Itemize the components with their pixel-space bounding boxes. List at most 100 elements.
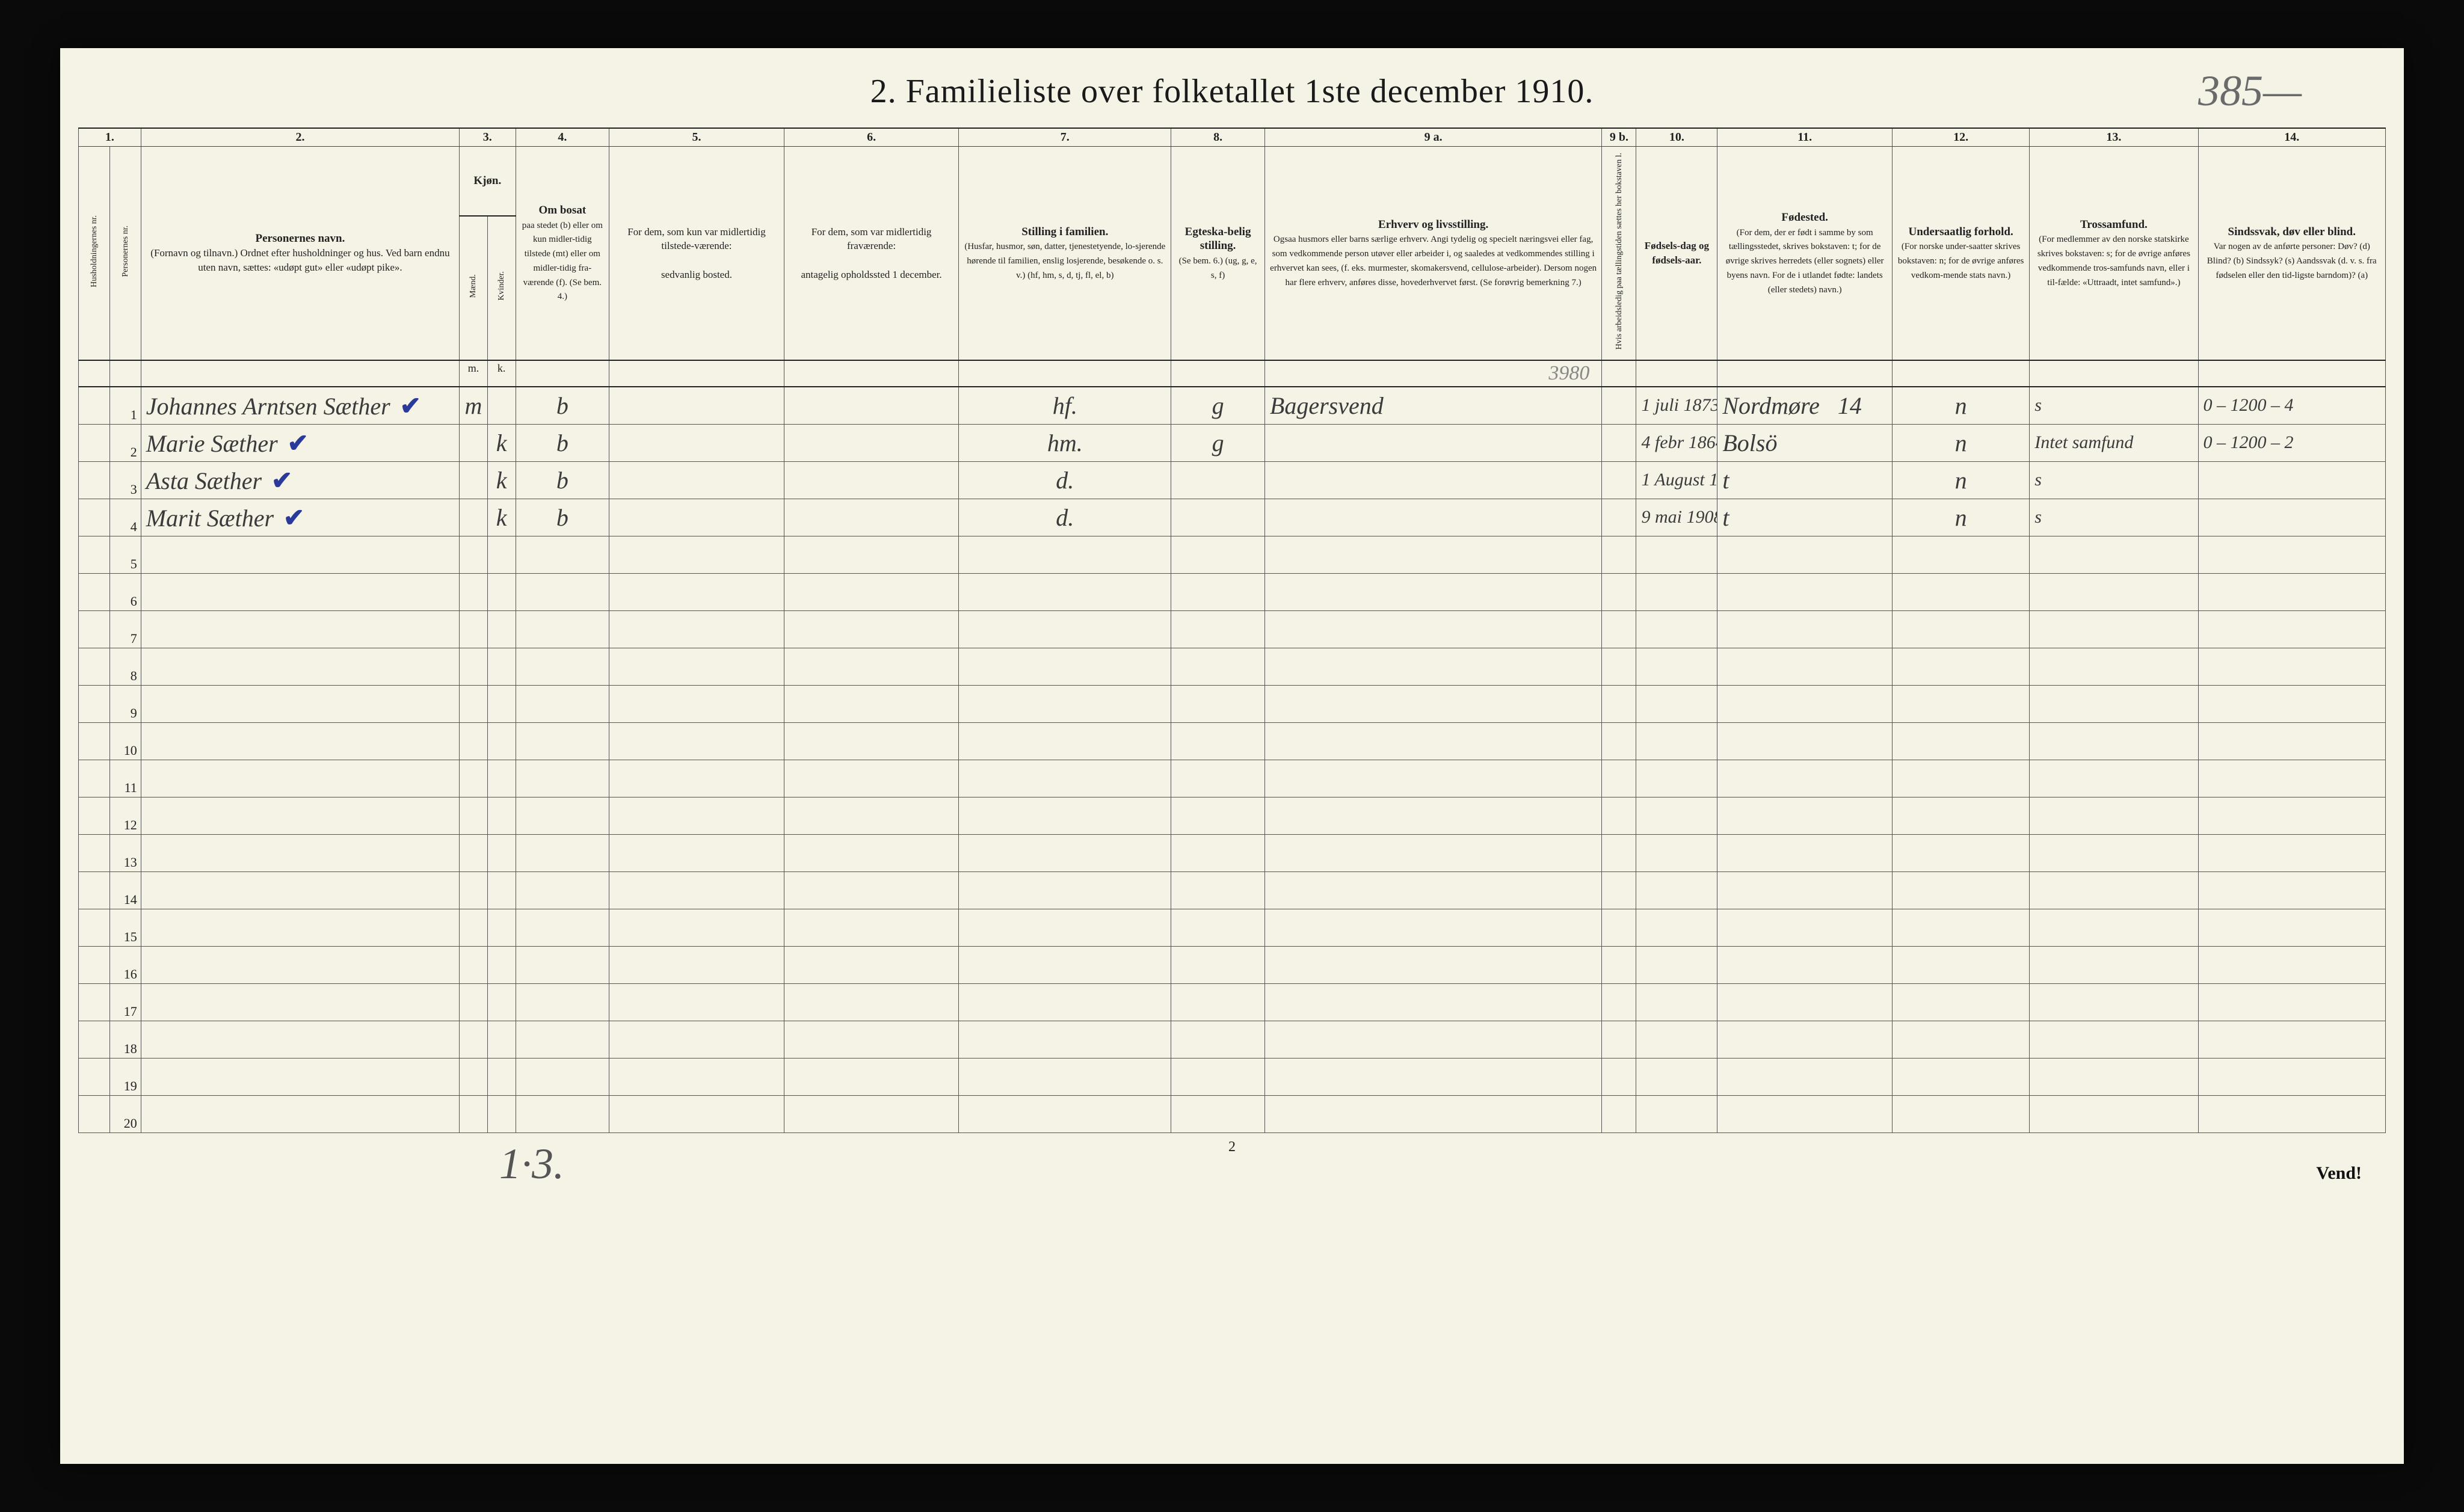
cell-sex-m: [460, 983, 488, 1021]
colnum: 14.: [2198, 128, 2386, 147]
cell-trossamfund: [2030, 685, 2198, 722]
table-row: 18: [79, 1021, 2386, 1058]
cell-9b: [1602, 461, 1636, 499]
cell-undersaat: [1892, 610, 2029, 648]
cell-person-nr: 3: [109, 461, 141, 499]
blank: [79, 360, 110, 387]
cell-egteskab: [1171, 722, 1265, 760]
cell-sindssvak: [2198, 760, 2386, 797]
cell-sex-m: [460, 573, 488, 610]
cell-c5: [609, 387, 784, 424]
cell-sindssvak: [2198, 722, 2386, 760]
cell-9b: [1602, 983, 1636, 1021]
cell-fodested: [1717, 722, 1893, 760]
cell-fodsel: [1636, 946, 1717, 983]
cell-hush-nr: [79, 424, 110, 461]
cell-undersaat: [1892, 983, 2029, 1021]
cell-bosat: [516, 573, 609, 610]
cell-sex-k: k: [487, 499, 516, 536]
cell-c5: [609, 461, 784, 499]
cell-trossamfund: [2030, 871, 2198, 909]
cell-erhverv: [1264, 1021, 1601, 1058]
colnum: 12.: [1892, 128, 2029, 147]
colnum: 10.: [1636, 128, 1717, 147]
cell-egteskab: [1171, 573, 1265, 610]
cell-bosat: [516, 610, 609, 648]
blank: [109, 360, 141, 387]
cell-erhverv: [1264, 797, 1601, 834]
cell-name: [141, 573, 459, 610]
cell-person-nr: 15: [109, 909, 141, 946]
cell-erhverv: [1264, 610, 1601, 648]
cell-person-nr: 4: [109, 499, 141, 536]
cell-egteskab: [1171, 871, 1265, 909]
cell-person-nr: 18: [109, 1021, 141, 1058]
cell-name: [141, 722, 459, 760]
blank: [2030, 360, 2198, 387]
cell-c5: [609, 610, 784, 648]
cell-c6: [784, 946, 959, 983]
cell-9b: [1602, 909, 1636, 946]
sub-k: k.: [487, 360, 516, 387]
cell-erhverv: [1264, 834, 1601, 871]
cell-9b: [1602, 424, 1636, 461]
cell-bosat: [516, 909, 609, 946]
cell-fodested: [1717, 797, 1893, 834]
cell-c6: [784, 461, 959, 499]
cell-egteskab: [1171, 834, 1265, 871]
cell-name: [141, 1095, 459, 1132]
cell-sex-k: [487, 685, 516, 722]
cell-c5: [609, 760, 784, 797]
table-row: 12: [79, 797, 2386, 834]
cell-name: [141, 1058, 459, 1095]
cell-sex-k: k: [487, 461, 516, 499]
cell-sex-k: [487, 983, 516, 1021]
cell-9b: [1602, 834, 1636, 871]
blank: [1717, 360, 1893, 387]
cell-trossamfund: [2030, 946, 2198, 983]
cell-9b: [1602, 648, 1636, 685]
hdr-fodested: Fødested. (For dem, der er født i samme …: [1717, 147, 1893, 361]
cell-c5: [609, 499, 784, 536]
cell-trossamfund: s: [2030, 461, 2198, 499]
cell-sindssvak: [2198, 573, 2386, 610]
cell-trossamfund: [2030, 909, 2198, 946]
footer: 1·3. 2 Vend!: [78, 1133, 2386, 1205]
cell-stilling: [959, 648, 1171, 685]
cell-sex-k: [487, 1058, 516, 1095]
cell-fodested: [1717, 871, 1893, 909]
hdr-navn: Personernes navn. (Fornavn og tilnavn.) …: [141, 147, 459, 361]
cell-egteskab: [1171, 648, 1265, 685]
cell-trossamfund: [2030, 610, 2198, 648]
cell-bosat: b: [516, 387, 609, 424]
cell-c5: [609, 1021, 784, 1058]
cell-erhverv: [1264, 499, 1601, 536]
cell-egteskab: [1171, 760, 1265, 797]
census-table: 1. 2. 3. 4. 5. 6. 7. 8. 9 a. 9 b. 10. 11…: [78, 128, 2386, 1133]
table-row: 6: [79, 573, 2386, 610]
cell-person-nr: 16: [109, 946, 141, 983]
hdr-stilling-familie: Stilling i familien. (Husfar, husmor, sø…: [959, 147, 1171, 361]
cell-egteskab: g: [1171, 424, 1265, 461]
cell-erhverv: [1264, 648, 1601, 685]
cell-bosat: b: [516, 424, 609, 461]
cell-9b: [1602, 1021, 1636, 1058]
cell-erhverv: [1264, 1095, 1601, 1132]
cell-egteskab: [1171, 983, 1265, 1021]
cell-fodested: [1717, 909, 1893, 946]
table-row: 19: [79, 1058, 2386, 1095]
hdr-undersaat: Undersaatlig forhold. (For norske under-…: [1892, 147, 2029, 361]
cell-c6: [784, 1095, 959, 1132]
cell-trossamfund: [2030, 722, 2198, 760]
cell-fodested: Bolsö: [1717, 424, 1893, 461]
cell-hush-nr: [79, 648, 110, 685]
cell-hush-nr: [79, 909, 110, 946]
cell-undersaat: [1892, 797, 2029, 834]
colnum: 2.: [141, 128, 459, 147]
table-row: 3Asta Sæther ✔kbd.1 August 1906tns: [79, 461, 2386, 499]
cell-erhverv: [1264, 722, 1601, 760]
cell-person-nr: 7: [109, 610, 141, 648]
cell-stilling: [959, 685, 1171, 722]
colnum: 4.: [516, 128, 609, 147]
cell-name: [141, 909, 459, 946]
